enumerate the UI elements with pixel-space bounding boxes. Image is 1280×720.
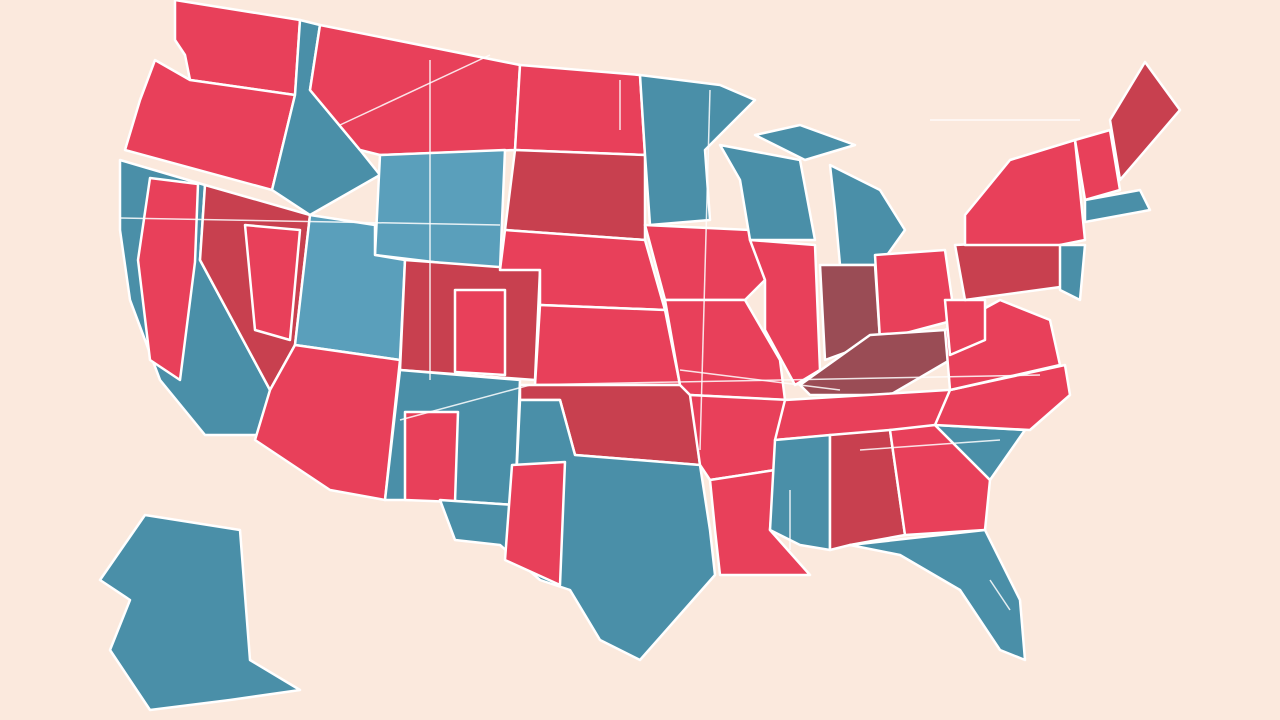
- state-alaska: [98, 513, 302, 712]
- state-north-dakota: [513, 63, 647, 157]
- state-south-dakota: [503, 148, 647, 242]
- route-line: [399, 384, 531, 421]
- route-line: [519, 374, 1041, 386]
- state-wisconsin: [718, 143, 817, 242]
- routes: [119, 54, 1080, 611]
- state-florida: [848, 528, 1027, 662]
- state-california-strip: [136, 176, 200, 382]
- state-michigan-up: [753, 123, 857, 162]
- route-line: [119, 217, 501, 226]
- state-colorado-strip: [453, 288, 507, 377]
- state-kansas: [533, 303, 682, 387]
- state-new-york: [963, 138, 1087, 247]
- states: [98, 0, 1182, 712]
- state-maine: [1108, 60, 1182, 182]
- state-wyoming: [373, 148, 507, 272]
- state-mississippi: [768, 433, 832, 552]
- state-nevada-strip: [243, 223, 302, 342]
- state-alabama: [828, 428, 907, 552]
- state-arizona: [253, 343, 402, 502]
- state-massachusetts: [1083, 188, 1152, 224]
- state-georgia: [888, 423, 992, 537]
- state-texas: [438, 398, 717, 662]
- route-line: [989, 579, 1011, 611]
- state-vermont: [1073, 128, 1122, 202]
- route-line: [679, 369, 841, 391]
- route-line: [859, 439, 1001, 451]
- route-line: [339, 54, 491, 126]
- state-new-jersey: [1058, 243, 1087, 302]
- state-new-mexico-strip: [403, 410, 460, 504]
- route-line: [699, 89, 711, 451]
- state-texas-strip: [503, 460, 567, 587]
